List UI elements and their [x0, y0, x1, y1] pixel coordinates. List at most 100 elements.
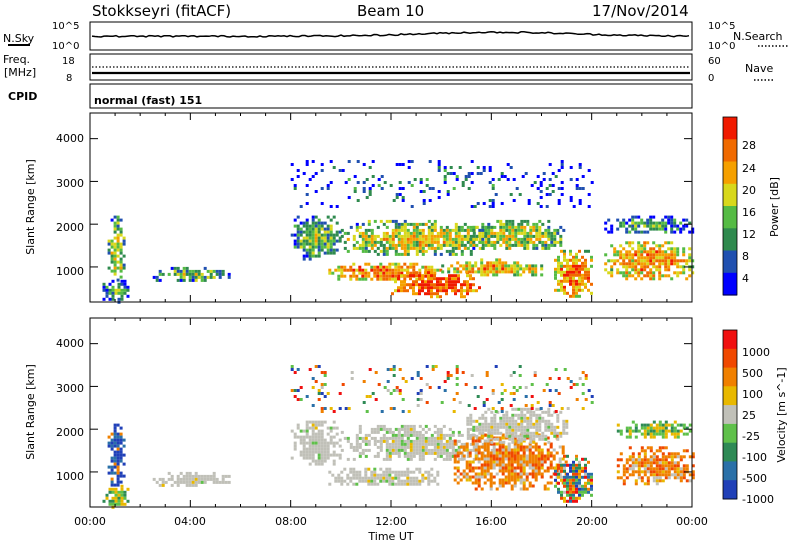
- heatmap-cell: [670, 247, 674, 251]
- heatmap-cell: [302, 230, 306, 234]
- heatmap-cell: [299, 227, 303, 231]
- heatmap-cell: [347, 196, 351, 199]
- heatmap-cell: [437, 386, 441, 389]
- heatmap-cell: [554, 484, 557, 488]
- heatmap-cell: [667, 221, 671, 225]
- heatmap-cell: [424, 430, 428, 434]
- heatmap-cell: [385, 265, 389, 269]
- heatmap-cell: [182, 266, 186, 270]
- heatmap-cell: [442, 243, 446, 247]
- heatmap-cell: [543, 487, 547, 491]
- heatmap-cell: [311, 432, 315, 436]
- heatmap-cell: [185, 480, 189, 484]
- heatmap-cell: [590, 181, 594, 184]
- heatmap-cell: [493, 428, 497, 432]
- heatmap-cell: [646, 467, 650, 471]
- heatmap-cell: [664, 458, 668, 462]
- heatmap-cell: [122, 444, 126, 448]
- heatmap-cell: [394, 243, 398, 247]
- heatmap-cell: [520, 243, 524, 247]
- heatmap-cell: [421, 252, 425, 256]
- heatmap-cell: [631, 224, 635, 228]
- heatmap-cell: [419, 392, 423, 395]
- heatmap-cell: [505, 422, 509, 426]
- heatmap-cell: [406, 439, 410, 443]
- heatmap-cell: [652, 227, 656, 231]
- heatmap-cell: [392, 199, 396, 202]
- heatmap-cell: [535, 431, 539, 435]
- heatmap-cell: [607, 271, 611, 275]
- heatmap-cell: [448, 274, 451, 278]
- heatmap-cell: [643, 224, 647, 228]
- heatmap-cell: [655, 259, 659, 263]
- heatmap-cell: [460, 286, 463, 290]
- heatmap-cell: [200, 278, 204, 282]
- heatmap-cell: [335, 233, 339, 237]
- heatmap-cell: [540, 451, 544, 455]
- heatmap-cell: [412, 439, 416, 443]
- heatmap-cell: [619, 271, 623, 275]
- heatmap-cell: [120, 490, 124, 494]
- heatmap-cell: [676, 461, 680, 465]
- heatmap-cell: [560, 270, 563, 274]
- heatmap-cell: [578, 187, 582, 190]
- heatmap-cell: [486, 472, 490, 476]
- heatmap-cell: [373, 234, 377, 238]
- heatmap-cell: [483, 469, 487, 473]
- heatmap-cell: [468, 264, 472, 268]
- heatmap-cell: [541, 231, 545, 235]
- heatmap-cell: [197, 272, 201, 276]
- heatmap-cell: [541, 416, 545, 420]
- heatmap-cell: [364, 268, 368, 272]
- heatmap-cell: [509, 404, 513, 407]
- heatmap-cell: [394, 262, 398, 266]
- heatmap-cell: [670, 221, 674, 225]
- heatmap-cell: [403, 225, 407, 229]
- heatmap-cell: [634, 262, 638, 266]
- heatmap-cell: [469, 422, 473, 426]
- heatmap-cell: [658, 265, 662, 269]
- heatmap-cell: [557, 282, 560, 286]
- heatmap-cell: [541, 240, 545, 244]
- heatmap-cell: [436, 451, 440, 455]
- heatmap-cell: [194, 474, 198, 478]
- heatmap-cell: [649, 435, 653, 439]
- heatmap-cell: [176, 480, 180, 484]
- heatmap-cell: [221, 474, 225, 478]
- heatmap-cell: [465, 460, 469, 464]
- heatmap-cell: [652, 467, 656, 471]
- heatmap-cell: [308, 257, 312, 261]
- heatmap-cell: [456, 261, 460, 265]
- heatmap-cell: [421, 246, 425, 250]
- heatmap-cell: [673, 218, 677, 222]
- heatmap-cell: [486, 436, 490, 440]
- power-ytick-3000: 3000: [56, 177, 84, 190]
- heatmap-cell: [553, 237, 557, 241]
- heatmap-cell: [509, 193, 513, 196]
- heatmap-cell: [296, 398, 300, 401]
- heatmap-cell: [445, 445, 449, 449]
- heatmap-cell: [539, 407, 543, 410]
- heatmap-cell: [116, 221, 120, 225]
- heatmap-cell: [519, 466, 523, 470]
- heatmap-cell: [532, 425, 536, 429]
- heatmap-cell: [637, 262, 641, 266]
- heatmap-cell: [111, 291, 115, 295]
- heatmap-cell: [472, 419, 476, 423]
- heatmap-cell: [355, 225, 359, 229]
- heatmap-cell: [631, 458, 635, 462]
- heatmap-cell: [531, 270, 535, 274]
- heatmap-cell: [631, 429, 635, 433]
- heatmap-cell: [406, 289, 409, 293]
- heatmap-cell: [466, 286, 469, 290]
- heatmap-cell: [465, 264, 469, 268]
- heatmap-cell: [227, 272, 231, 276]
- heatmap-cell: [499, 419, 503, 423]
- heatmap-cell: [536, 401, 540, 404]
- heatmap-cell: [323, 374, 327, 377]
- heatmap-cell: [554, 276, 557, 280]
- heatmap-cell: [439, 433, 443, 437]
- heatmap-cell: [391, 482, 395, 486]
- heatmap-cell: [520, 422, 524, 426]
- heatmap-cell: [394, 448, 398, 452]
